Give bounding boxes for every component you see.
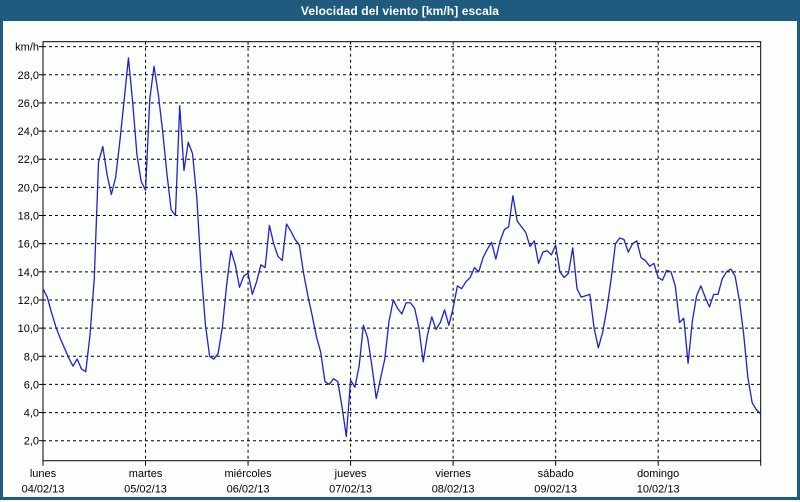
y-axis-label: 10,0: [18, 323, 39, 335]
y-axis-label: 18,0: [18, 211, 39, 223]
chart-area: 2,0 4,0 6,0 8,0 10,0 12,0 14,0 16,0 18,0 20,0 22,0…: [3, 21, 797, 497]
date-label: 07/02/13: [329, 484, 372, 496]
date-label: 10/02/13: [637, 484, 680, 496]
y-axis-label: 2,0: [24, 436, 39, 448]
y-axis-label: 22,0: [18, 154, 39, 166]
y-axis-label: 12,0: [18, 295, 39, 307]
weekday-label: sábado: [538, 468, 574, 480]
y-axis-label: 20,0: [18, 182, 39, 194]
weekday-label: domingo: [637, 468, 679, 480]
y-axis-label: 16,0: [18, 239, 39, 251]
plot-border: [42, 41, 762, 462]
date-label: 06/02/13: [227, 484, 270, 496]
y-unit-label: km/h: [15, 42, 39, 54]
weekday-label: lunes: [30, 468, 57, 480]
window-title: Velocidad del viento [km/h] escala: [300, 3, 500, 18]
wind-speed-line: [42, 57, 762, 438]
weekday-label: jueves: [334, 468, 367, 480]
y-axis-label: 28,0: [18, 70, 39, 82]
y-axis-label: 8,0: [24, 351, 39, 363]
weekday-label: viernes: [435, 468, 471, 480]
y-axis-label: 14,0: [18, 267, 39, 279]
date-label: 05/02/13: [124, 484, 167, 496]
date-label: 09/02/13: [534, 484, 577, 496]
weekday-label: miércoles: [225, 468, 273, 480]
date-label: 08/02/13: [432, 484, 475, 496]
y-axis-label: 6,0: [24, 379, 39, 391]
y-axis-label: 4,0: [24, 408, 39, 420]
y-axis-label: 26,0: [18, 98, 39, 110]
y-axis-label: 24,0: [18, 126, 39, 138]
date-label: 04/02/13: [22, 484, 65, 496]
chart-svg: 2,0 4,0 6,0 8,0 10,0 12,0 14,0 16,0 18,0 20,0 22,0…: [15, 41, 762, 496]
weekday-label: martes: [129, 468, 163, 480]
title-bar: Velocidad del viento [km/h] escala: [0, 0, 800, 21]
